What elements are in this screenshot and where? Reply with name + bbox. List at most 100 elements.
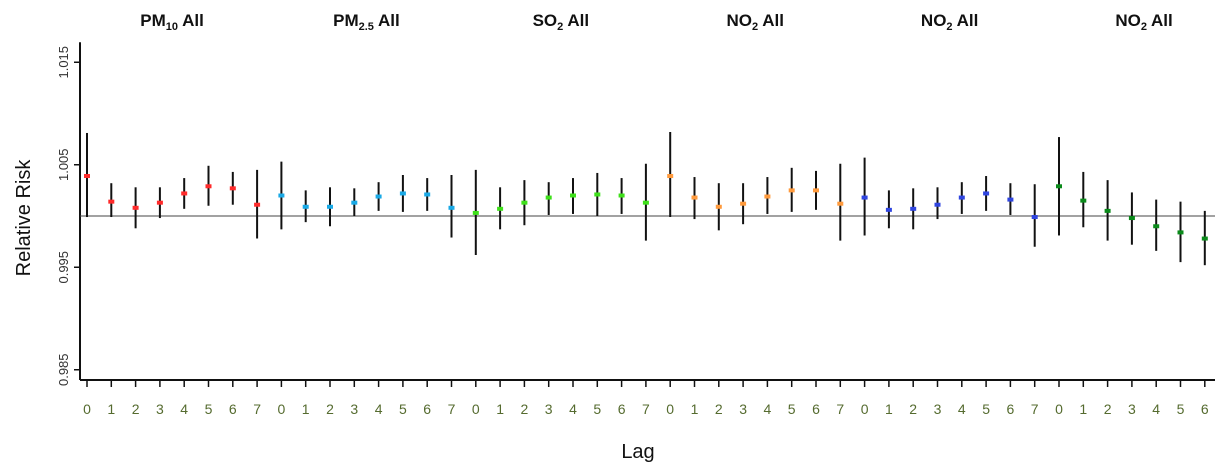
point-estimate [278,193,285,198]
x-tick-label: 6 [812,401,820,417]
point-estimate [861,195,868,200]
x-tick-label: 2 [909,401,917,417]
x-tick-label: 4 [569,401,577,417]
y-axis-label: Relative Risk [13,159,35,277]
panel-title: PM10 All [140,11,204,33]
x-tick-label: 1 [496,401,504,417]
point-estimate [448,205,455,210]
point-estimate [740,201,747,206]
point-estimate [764,194,771,199]
point-estimate [910,206,917,211]
x-tick-label: 2 [521,401,529,417]
point-estimate [1031,215,1038,220]
x-tick-label: 2 [1104,401,1112,417]
x-tick-label: 3 [350,401,358,417]
point-estimate [424,192,431,197]
x-tick-label: 7 [642,401,650,417]
point-estimate [837,201,844,206]
panel-title: NO2 All [727,11,784,33]
x-tick-label: 3 [739,401,747,417]
x-tick-label: 0 [666,401,674,417]
x-tick-label: 4 [375,401,383,417]
x-tick-label: 0 [472,401,480,417]
x-tick-label: 6 [1201,401,1209,417]
x-tick-label: 2 [326,401,334,417]
x-tick-label: 5 [593,401,601,417]
point-estimate [570,193,576,198]
point-estimate [813,188,819,193]
point-estimate [302,204,309,209]
x-tick-label: 5 [205,401,213,417]
point-estimate [156,200,163,205]
point-estimate [642,200,649,205]
point-estimate [132,205,139,210]
x-tick-label: 5 [399,401,407,417]
x-tick-label: 0 [1055,401,1063,417]
panel-titles: PM10 All PM2.5 All SO2 All NO2 All NO2 All NO… [140,11,1173,33]
x-tick-label: 1 [885,401,893,417]
x-tick-label: 3 [934,401,942,417]
x-tick-label: 0 [861,401,869,417]
point-estimate [1153,224,1160,229]
point-estimate [497,206,504,211]
x-tick-label: 6 [618,401,626,417]
point-estimate [715,204,722,209]
x-tick-label: 7 [253,401,261,417]
x-tick-label: 4 [764,401,772,417]
point-estimate [84,174,90,179]
y-tick-label: 0.995 [56,251,71,284]
x-tick-label: 6 [1007,401,1015,417]
panel-title: NO2 All [1115,11,1172,33]
panel-title: SO2 All [533,11,590,33]
x-tick-label: 7 [1031,401,1039,417]
x-tick-label: 1 [1079,401,1087,417]
x-tick-label: 0 [278,401,286,417]
x-tick-label: 5 [788,401,796,417]
x-axis-label: Lag [621,441,654,463]
point-estimate [229,186,236,191]
point-estimate [618,193,625,198]
point-estimate [1201,236,1208,241]
x-tick-label: 3 [545,401,553,417]
point-estimate [958,195,965,200]
x-tick-label: 6 [229,401,237,417]
point-estimate [399,191,406,196]
panel-title: NO2 All [921,11,978,33]
axes: 0.985 0.995 1.005 1.015 [56,42,1215,386]
x-tick-label: 0 [83,401,91,417]
y-tick-label: 1.015 [56,46,71,79]
panel-title: PM2.5 All [333,11,400,33]
x-tick-label: 4 [180,401,188,417]
x-tick-label: 3 [156,401,164,417]
point-estimate [254,202,261,207]
point-estimate [1177,230,1184,235]
x-tick-label: 1 [302,401,310,417]
point-estimate [691,195,698,200]
x-tick-label: 5 [982,401,990,417]
point-estimate [667,174,674,179]
point-estimate [108,199,115,204]
point-estimate [594,192,601,197]
point-estimate [885,207,892,212]
point-estimate [545,195,552,200]
x-tick-label: 5 [1177,401,1185,417]
point-estimate [521,200,528,205]
point-estimate [327,204,333,209]
x-tick-label: 3 [1128,401,1136,417]
point-estimate [205,184,212,189]
point-estimate [351,200,358,205]
point-estimate [472,210,479,215]
point-estimate [1007,197,1014,202]
point-estimate [983,191,990,196]
x-tick-label: 4 [1152,401,1160,417]
x-tick-label: 7 [448,401,456,417]
point-estimate [1080,198,1087,203]
point-estimate [1128,216,1135,221]
x-tick-label: 1 [691,401,699,417]
y-tick-label: 1.005 [56,148,71,181]
point-estimate [1104,208,1111,213]
x-tick-label: 1 [107,401,115,417]
point-estimate [788,188,795,193]
